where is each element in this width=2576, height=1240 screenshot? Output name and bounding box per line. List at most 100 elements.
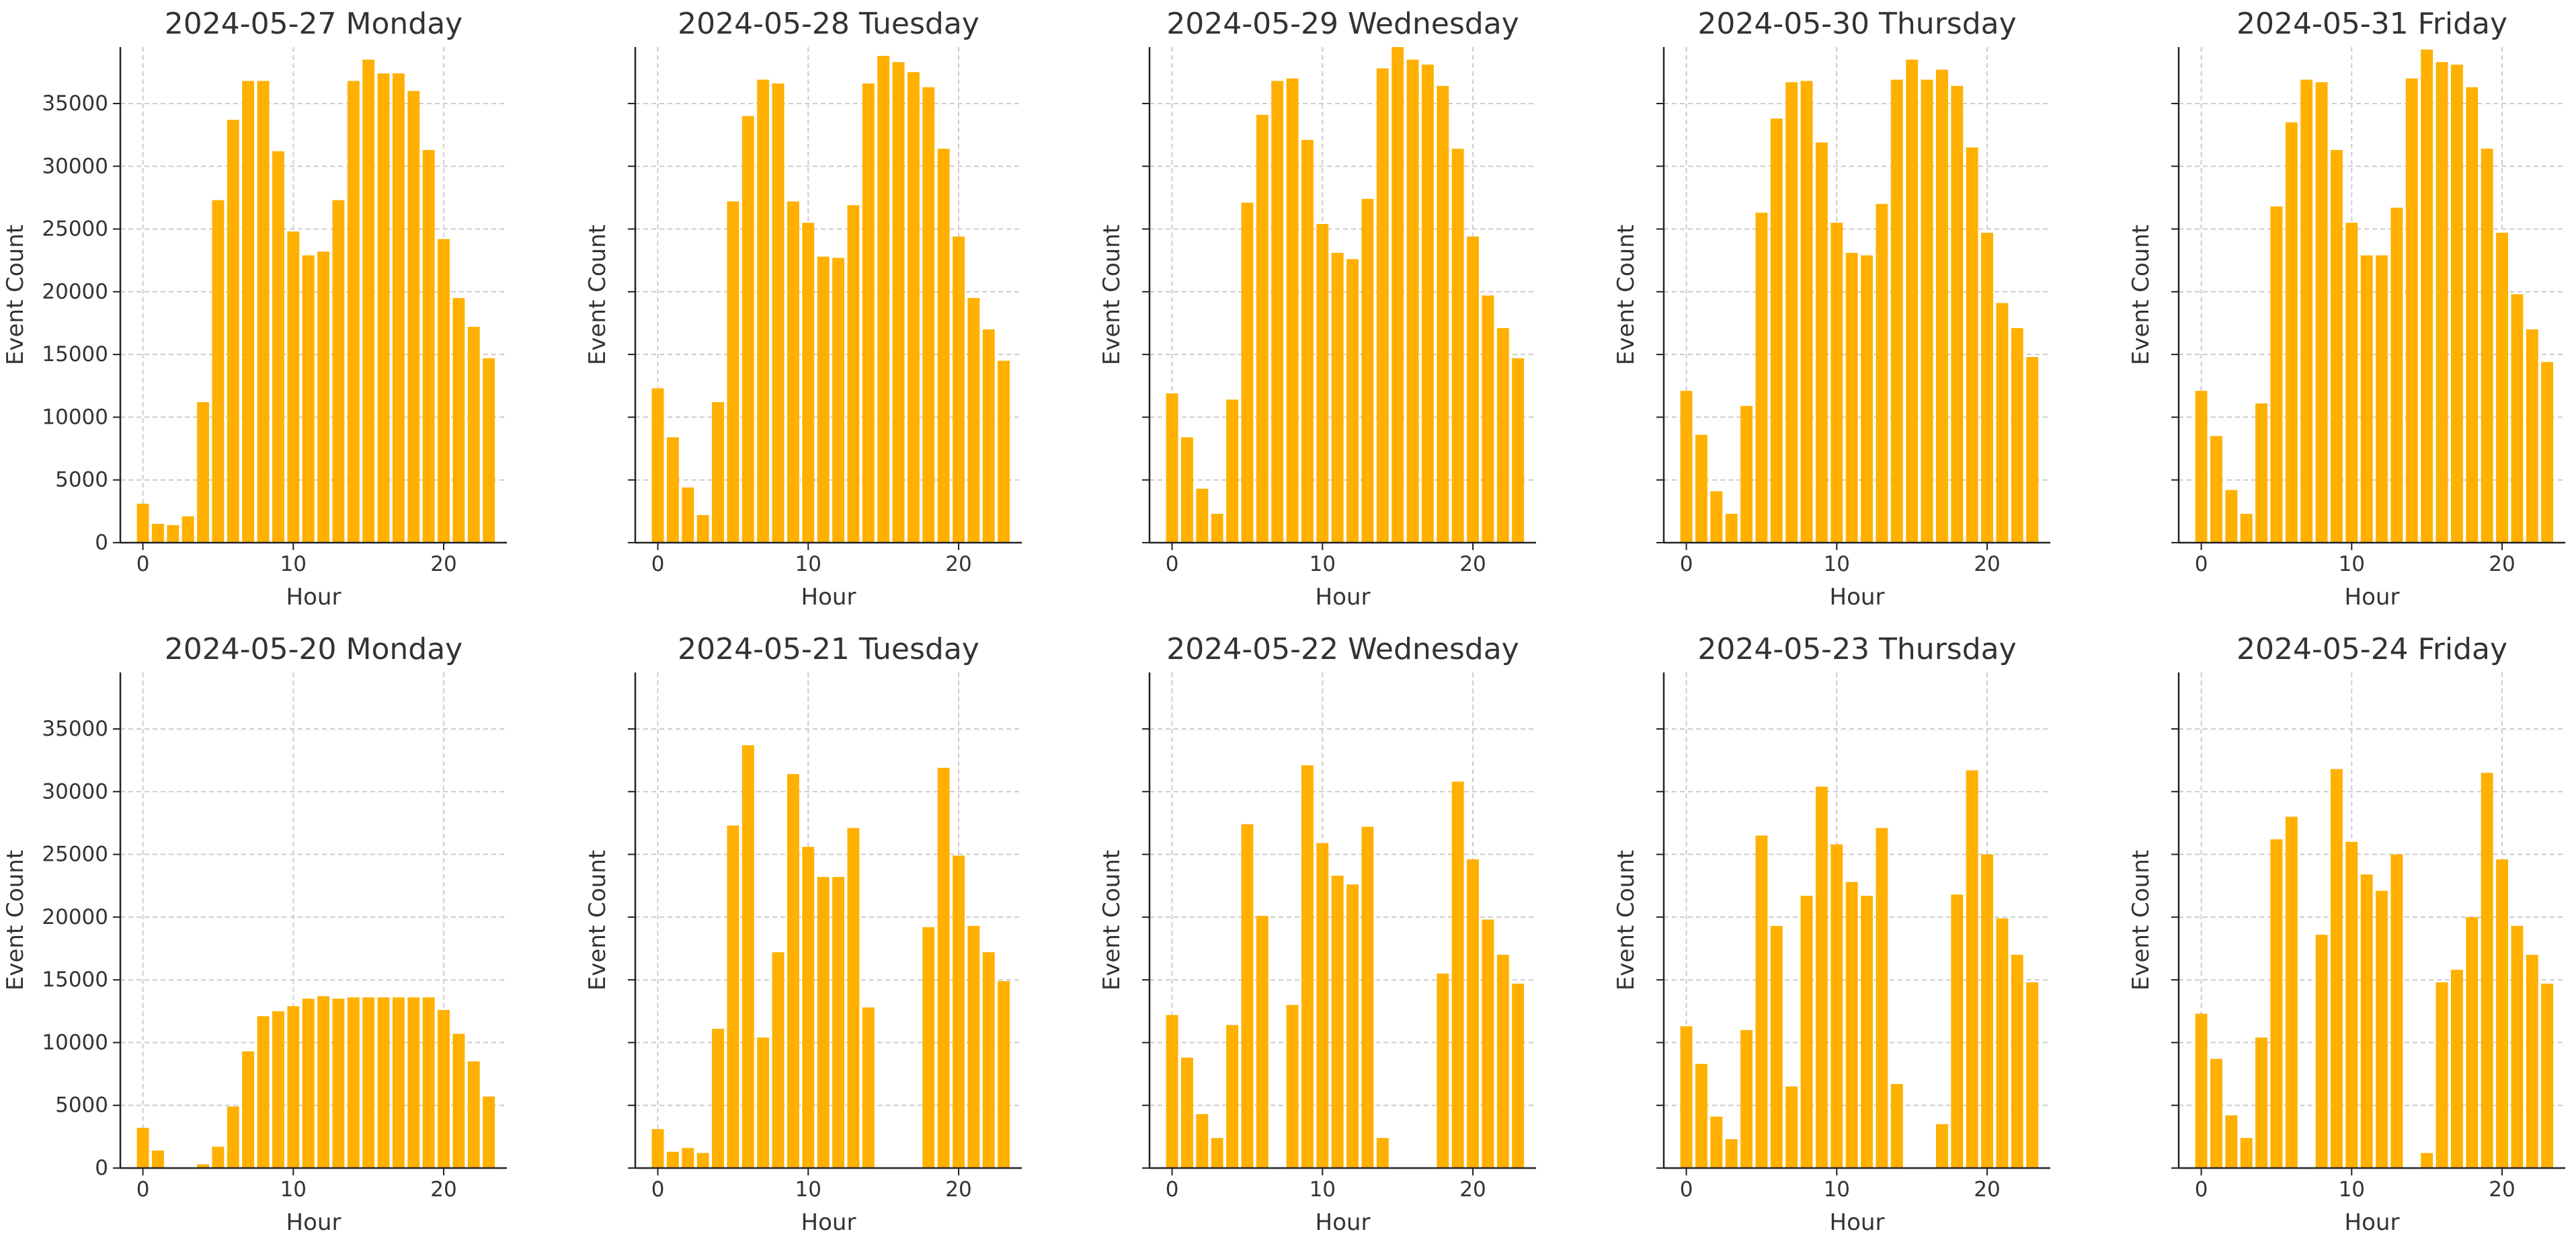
bar	[1437, 85, 1449, 543]
bar	[1815, 142, 1828, 543]
bar	[317, 996, 329, 1168]
bar	[1271, 81, 1284, 543]
bar	[682, 487, 694, 543]
x-tick-label: 0	[1166, 1177, 1179, 1202]
bar	[1815, 786, 1828, 1168]
bar	[953, 855, 965, 1168]
bar	[2511, 925, 2524, 1168]
bar	[1800, 81, 1813, 543]
bar	[922, 87, 935, 543]
bar	[1286, 1005, 1299, 1168]
x-axis-label: Hour	[801, 584, 856, 611]
bar	[317, 251, 329, 543]
x-tick-label: 0	[1680, 552, 1693, 576]
bar	[2300, 79, 2313, 543]
bar	[787, 201, 799, 543]
bar	[2011, 327, 2023, 543]
bar	[1861, 255, 1873, 543]
bar	[1906, 59, 1919, 543]
y-axis-label: Event Count	[2128, 850, 2155, 991]
x-tick-label: 20	[945, 552, 971, 576]
bar	[1996, 303, 2009, 543]
bar	[151, 524, 164, 543]
x-tick-label: 0	[1680, 1177, 1693, 1202]
bar	[1951, 85, 1964, 543]
bar	[272, 1011, 284, 1168]
y-tick-label: 25000	[42, 843, 108, 867]
x-axis-label: Hour	[1830, 584, 1885, 611]
bar	[242, 81, 255, 543]
bar	[2255, 403, 2268, 543]
subplot-title: 2024-05-20 Monday	[165, 632, 462, 666]
x-tick-label: 20	[430, 552, 456, 576]
x-axis-label: Hour	[2345, 584, 2400, 611]
bar	[257, 81, 270, 543]
bar	[2195, 1013, 2208, 1168]
bar	[377, 997, 390, 1168]
bar	[1966, 147, 1978, 543]
bar	[407, 997, 420, 1168]
bar	[1226, 1025, 1239, 1168]
subplot-4: 0 10 20 2024-05-30 Thursday Hour Event Count	[1613, 7, 2050, 611]
bar	[2315, 934, 2328, 1168]
bar	[651, 1129, 664, 1168]
bar	[967, 925, 980, 1168]
x-tick-label: 10	[280, 1177, 307, 1202]
bar	[1406, 59, 1419, 543]
x-tick-label: 10	[1824, 552, 1850, 576]
bar	[302, 999, 315, 1168]
y-tick-label: 15000	[42, 342, 108, 366]
bar	[242, 1051, 255, 1168]
bar	[2541, 362, 2554, 543]
bar	[1301, 765, 1314, 1168]
bar	[2240, 514, 2253, 543]
bar	[1421, 65, 1434, 543]
subplot-title: 2024-05-28 Tuesday	[678, 7, 979, 41]
bar	[1800, 896, 1813, 1168]
bar	[2360, 874, 2373, 1168]
bar	[1361, 198, 1374, 543]
bar	[1196, 488, 1209, 543]
bar	[151, 1150, 164, 1168]
subplot-10: 0 10 20 2024-05-24 Friday Hour Event Count	[2128, 632, 2565, 1236]
bar	[483, 1096, 495, 1168]
bar	[696, 1153, 709, 1168]
bar	[2345, 841, 2358, 1168]
y-tick-label: 5000	[55, 1093, 108, 1118]
bar	[452, 298, 465, 543]
bar	[1211, 514, 1223, 543]
bar	[1331, 252, 1344, 543]
bar	[1496, 954, 1509, 1168]
x-tick-label: 10	[795, 1177, 821, 1202]
bar	[907, 72, 920, 543]
bar	[467, 327, 480, 543]
subplot-8: 0 10 20 2024-05-22 Wednesday Hour Event Count	[1098, 632, 1536, 1236]
bar	[1845, 882, 1858, 1168]
bar	[982, 329, 995, 543]
bar	[1451, 149, 1464, 543]
bar	[2421, 1153, 2433, 1168]
bar	[1935, 69, 1948, 543]
bar	[892, 62, 905, 543]
bar	[817, 256, 830, 543]
x-tick-label: 20	[2489, 552, 2515, 576]
bar	[2225, 1115, 2238, 1168]
bar	[953, 236, 965, 543]
bar	[1376, 68, 1389, 543]
y-tick-label: 20000	[42, 905, 108, 929]
y-tick-label: 5000	[55, 468, 108, 492]
bar	[937, 767, 950, 1168]
bar	[212, 200, 225, 543]
x-tick-label: 10	[795, 552, 821, 576]
bar	[2466, 87, 2479, 543]
bar	[817, 877, 830, 1168]
bar	[712, 402, 725, 543]
bar	[1725, 514, 1738, 543]
subplot-7: 0 10 20 2024-05-21 Tuesday Hour Event Count	[584, 632, 1022, 1236]
y-axis-label: Event Count	[584, 850, 611, 991]
bar	[1180, 1057, 1193, 1168]
bar	[1785, 82, 1798, 543]
bar	[1966, 770, 1978, 1168]
y-tick-label: 0	[95, 1156, 108, 1180]
bar	[847, 205, 860, 543]
